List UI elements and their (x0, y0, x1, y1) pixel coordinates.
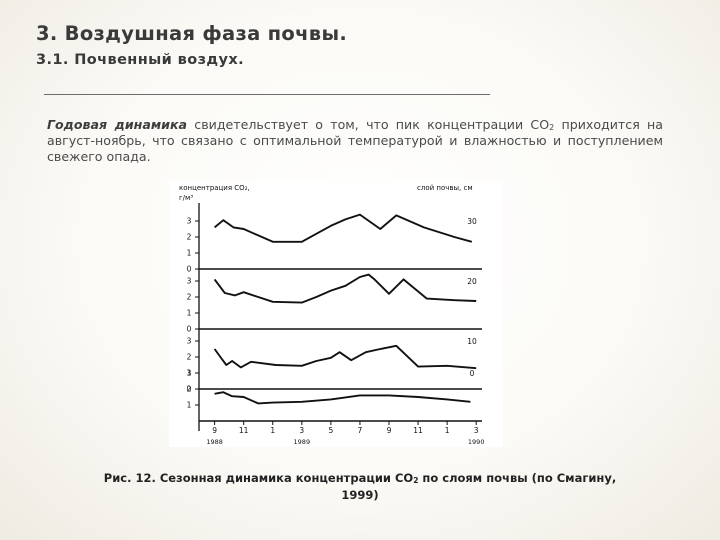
x-tick-label: 11 (413, 426, 423, 435)
co2-subscript: 2 (549, 123, 555, 132)
figure-caption: Рис. 12. Сезонная динамика концентрации … (100, 470, 620, 504)
x-tick-label: 1 (445, 426, 450, 435)
series-line-30 (213, 213, 473, 243)
series-title: слой почвы, см (417, 184, 473, 192)
y-tick-label: 0 (187, 265, 192, 274)
y-tick-label: 2 (187, 233, 192, 242)
y-tick-label: 2 (187, 385, 192, 394)
year-label: 1988 (206, 438, 223, 446)
series-label-30: 30 (467, 217, 477, 226)
y-tick-label: 2 (187, 353, 192, 362)
caption-text-2: по слоям почвы (по Смагину, 1999) (341, 471, 617, 502)
year-label: 1990 (468, 438, 485, 446)
series-label-10: 10 (467, 337, 477, 346)
emphasis-phrase: Годовая динамика (47, 117, 188, 132)
y-tick-label: 1 (187, 309, 192, 318)
divider (44, 94, 490, 95)
caption-subscript: 2 (413, 476, 419, 485)
series-label-0: 0 (470, 369, 475, 378)
x-tick-label: 1 (270, 426, 275, 435)
x-tick-label: 5 (328, 426, 333, 435)
x-tick-label: 11 (239, 426, 249, 435)
y-tick-label: 3 (187, 277, 192, 286)
paragraph-text-1: свидетельствует о том, что пик концентра… (187, 117, 550, 132)
year-label: 1989 (294, 438, 311, 446)
y-tick-label: 1 (187, 369, 192, 378)
x-tick-label: 9 (212, 426, 217, 435)
y-tick-label: 1 (187, 401, 192, 410)
series-line-20 (213, 273, 477, 304)
y-tick-label: 2 (187, 293, 192, 302)
y-tick-label: 1 (187, 249, 192, 258)
y-tick-label: 0 (187, 385, 192, 394)
caption-text-1: Рис. 12. Сезонная динамика концентрации … (103, 471, 414, 485)
series-line-0 (214, 391, 471, 405)
y-tick-label: 3 (187, 337, 192, 346)
co2-dynamics-figure: концентрация СО₂, г/м³ слой почвы, см 3 2 1 0 3… (169, 181, 503, 447)
slide-title: 3. Воздушная фаза почвы. (36, 22, 348, 45)
x-tick-label: 9 (387, 426, 392, 435)
paragraph-text-2: приходится на август-ноябрь, что связано… (47, 117, 663, 164)
slide-subtitle: 3.1. Почвенный воздух. (36, 52, 245, 68)
y-axis-unit: г/м³ (179, 194, 193, 202)
y-tick-label: 3 (187, 369, 192, 378)
y-axis-title: концентрация СО₂, (179, 184, 250, 192)
x-tick-label: 3 (474, 426, 479, 435)
x-tick-label: 3 (299, 426, 304, 435)
series-label-20: 20 (467, 277, 477, 286)
x-tick-label: 7 (358, 426, 363, 435)
y-tick-label: 3 (187, 217, 192, 226)
body-paragraph: Годовая динамика свидетельствует о том, … (47, 117, 663, 165)
y-tick-label: 0 (187, 325, 192, 334)
series-line-10 (213, 344, 477, 370)
